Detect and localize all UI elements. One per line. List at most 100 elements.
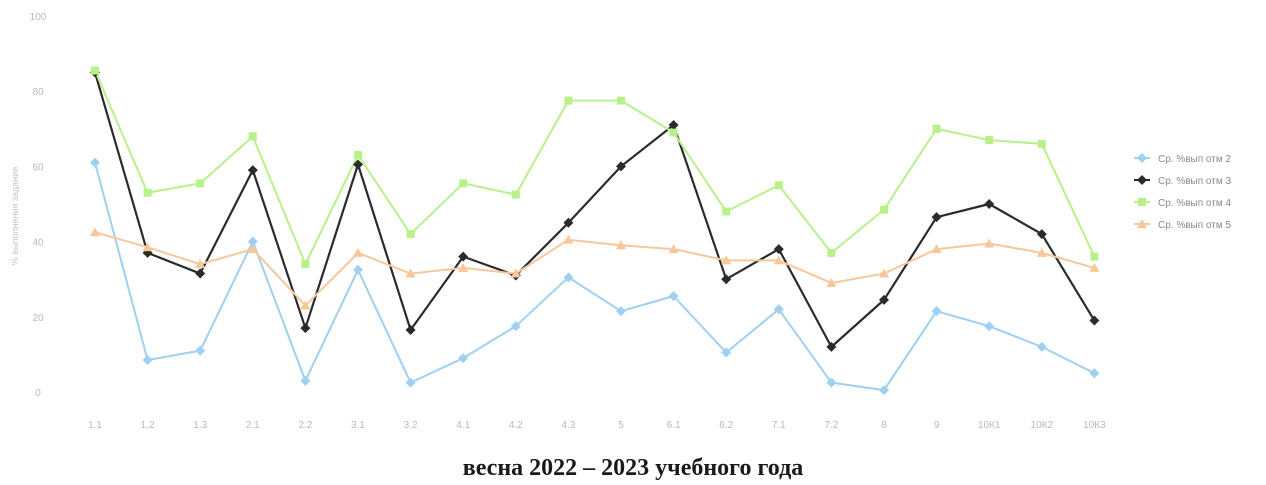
data-point-series-1	[353, 264, 363, 275]
data-point-series-2	[826, 341, 837, 352]
data-point-series-3	[722, 207, 731, 216]
data-point-series-2	[984, 199, 995, 209]
data-point-series-4	[405, 268, 416, 278]
data-point-series-2	[563, 217, 574, 228]
data-point-series-3	[880, 205, 888, 214]
data-point-series-3	[354, 151, 362, 160]
data-point-series-3	[196, 179, 205, 188]
y-axis-ticks: 0 20 40 60 80 100	[30, 12, 47, 399]
data-point-series-3	[932, 124, 941, 133]
y-axis-label: % выполнения задания	[10, 167, 20, 265]
data-point-series-4	[1036, 247, 1047, 257]
x-tick-label: 3.1	[351, 420, 365, 431]
x-tick-label: 7.1	[772, 420, 786, 431]
data-point-series-4	[90, 227, 100, 237]
data-point-series-1	[142, 355, 153, 366]
data-point-series-4	[773, 255, 784, 265]
data-point-series-1	[247, 236, 258, 247]
data-point-series-3	[985, 136, 994, 145]
legend-marker-3	[1138, 198, 1146, 206]
x-tick-label: 5	[618, 420, 624, 431]
x-tick-label: 10К3	[1083, 420, 1106, 431]
data-point-series-2	[931, 212, 942, 223]
series-line-4	[94, 231, 1096, 307]
y-tick-label: 0	[35, 388, 41, 399]
data-point-series-1	[931, 306, 942, 317]
data-point-series-4	[300, 300, 311, 310]
x-tick-label: 8	[881, 420, 887, 431]
x-tick-label: 4.2	[509, 420, 523, 431]
data-point-series-3	[248, 132, 257, 141]
data-point-series-3	[827, 248, 836, 257]
y-tick-label: 80	[32, 87, 44, 98]
data-point-series-4	[1089, 262, 1100, 272]
data-point-series-2	[721, 274, 732, 285]
data-point-series-1	[879, 385, 889, 396]
data-point-series-4	[247, 244, 258, 254]
series-line-2	[93, 71, 1096, 348]
x-tick-label: 10К1	[978, 420, 1001, 431]
x-tick-label: 1.3	[193, 420, 207, 431]
data-point-series-4	[563, 234, 574, 244]
data-point-series-1	[300, 375, 311, 386]
data-point-series-2	[1036, 229, 1047, 240]
data-point-series-4	[510, 268, 521, 278]
series-lines	[93, 69, 1096, 392]
data-point-series-2	[879, 294, 889, 305]
data-point-series-4	[826, 277, 837, 287]
x-tick-label: 2.1	[246, 420, 260, 431]
data-point-series-2	[195, 268, 206, 279]
data-point-series-2	[616, 161, 626, 172]
y-tick-label: 20	[32, 313, 44, 324]
data-point-series-1	[773, 304, 784, 315]
x-tick-label: 1.1	[88, 420, 102, 431]
x-tick-label: 7.2	[824, 420, 838, 431]
data-point-series-1	[458, 353, 469, 364]
data-point-series-3	[617, 96, 625, 105]
data-point-series-1	[405, 377, 416, 388]
chart-caption: весна 2022 – 2023 учебного года	[463, 455, 803, 481]
x-axis-ticks: 1.1 1.2 1.3 2.1 2.2 3.1 3.2 4.1 4.2 4.3 5 6.1 6.2 7.1…	[88, 420, 1106, 431]
y-tick-label: 60	[32, 162, 44, 173]
x-tick-label: 4.3	[561, 420, 575, 431]
data-point-series-4	[984, 238, 995, 248]
series-markers	[90, 66, 1100, 396]
x-tick-label: 2.2	[298, 420, 312, 431]
x-tick-label: 9	[934, 420, 940, 431]
data-point-series-1	[195, 345, 206, 356]
legend-marker-2	[1137, 175, 1147, 185]
data-point-series-3	[143, 188, 152, 197]
data-point-series-1	[826, 377, 837, 388]
data-point-series-4	[458, 262, 469, 272]
data-point-series-2	[773, 244, 784, 255]
data-point-series-2	[1089, 315, 1100, 326]
data-point-series-1	[1089, 368, 1100, 379]
data-point-series-3	[774, 181, 783, 190]
data-point-series-3	[511, 190, 520, 199]
data-point-series-1	[721, 347, 732, 358]
data-point-series-3	[669, 128, 678, 137]
data-point-series-2	[668, 120, 679, 131]
data-point-series-1	[616, 306, 626, 317]
data-point-series-1	[510, 321, 521, 332]
data-point-series-3	[564, 96, 573, 105]
x-tick-label: 6.1	[667, 420, 681, 431]
x-tick-label: 6.2	[719, 420, 733, 431]
legend-marker-1	[1137, 153, 1147, 163]
data-point-series-4	[879, 268, 889, 278]
data-point-series-1	[1036, 341, 1047, 352]
data-point-series-4	[931, 244, 942, 254]
data-point-series-2	[458, 251, 469, 262]
legend-entry-label: Ср. %вып отм 2	[1158, 154, 1232, 165]
data-point-series-1	[90, 157, 100, 168]
data-point-series-4	[616, 240, 626, 250]
data-point-series-3	[406, 230, 415, 239]
data-point-series-2	[405, 324, 416, 335]
data-point-series-2	[300, 323, 311, 334]
data-point-series-1	[563, 272, 574, 283]
legend-entry-label: Ср. %вып отм 4	[1158, 198, 1232, 209]
legend: Ср. %вып отм 2 Ср. %вып отм 3 Ср. %вып отм…	[1134, 153, 1232, 231]
legend-entry-label: Ср. %вып отм 3	[1158, 176, 1232, 187]
data-point-series-4	[142, 242, 153, 252]
